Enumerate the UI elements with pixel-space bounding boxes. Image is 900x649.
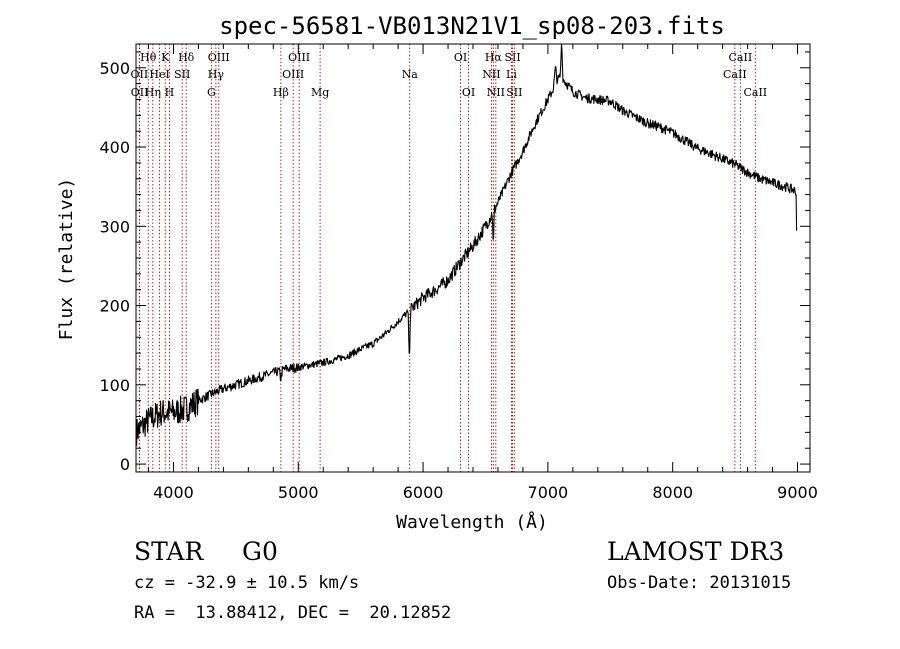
object-class: STAR bbox=[134, 537, 204, 566]
redshift-readout: cz = -32.9 ± 10.5 km/s bbox=[134, 573, 360, 593]
marker-label-13: OIII bbox=[282, 68, 304, 81]
spectrum-line bbox=[136, 43, 798, 447]
x-tick-labels: 4000 5000 6000 7000 8000 9000 bbox=[153, 483, 818, 502]
marker-label-3: HeI bbox=[149, 68, 169, 81]
marker-label-9: OIII bbox=[208, 51, 230, 64]
marker-label-16: Na bbox=[402, 68, 419, 81]
y-axis-label: Flux (relative) bbox=[56, 178, 77, 341]
object-subclass: G0 bbox=[242, 537, 278, 566]
marker-label-11: G bbox=[207, 86, 216, 99]
x-tick-label-6000: 6000 bbox=[403, 483, 444, 502]
marker-label-26: CaII bbox=[723, 68, 747, 81]
marker-label-27: CaII bbox=[743, 86, 767, 99]
x-tick-label-8000: 8000 bbox=[652, 483, 693, 502]
y-tick-label-300: 300 bbox=[99, 217, 130, 236]
marker-label-22: Li bbox=[506, 68, 517, 81]
x-tick-label-5000: 5000 bbox=[278, 483, 319, 502]
marker-label-1: OII bbox=[131, 68, 149, 81]
y-tick-label-0: 0 bbox=[120, 455, 130, 474]
marker-label-14: Hβ bbox=[273, 86, 289, 99]
y-tick-label-400: 400 bbox=[99, 138, 130, 157]
x-axis-label: Wavelength (Å) bbox=[396, 511, 548, 533]
chart-title: spec-56581-VB013N21V1_sp08-203.fits bbox=[219, 12, 725, 40]
marker-label-25: CaII bbox=[729, 51, 753, 64]
axis-ticks bbox=[136, 44, 810, 472]
marker-label-6: SII bbox=[174, 68, 190, 81]
marker-label-15: Mg bbox=[311, 86, 329, 99]
marker-label-21: NII bbox=[482, 68, 500, 81]
marker-label-0: Hθ bbox=[140, 51, 157, 64]
y-tick-label-100: 100 bbox=[99, 376, 130, 395]
coordinates: RA = 13.88412, DEC = 20.12852 bbox=[134, 603, 452, 623]
marker-label-10: Hγ bbox=[208, 68, 225, 81]
marker-label-4: Hη bbox=[145, 86, 161, 99]
x-tick-label-9000: 9000 bbox=[777, 483, 818, 502]
y-tick-label-500: 500 bbox=[99, 59, 130, 78]
marker-label-5: K bbox=[161, 51, 170, 64]
obs-date: Obs-Date: 20131015 bbox=[607, 573, 792, 593]
marker-label-7: H bbox=[165, 86, 175, 99]
marker-label-8: Hδ bbox=[178, 51, 195, 64]
x-tick-label-4000: 4000 bbox=[153, 483, 194, 502]
marker-label-23: NII bbox=[487, 86, 505, 99]
marker-label-24: SII bbox=[506, 86, 522, 99]
marker-label-12: OIII bbox=[288, 51, 310, 64]
marker-label-17: OI bbox=[454, 51, 467, 64]
y-tick-labels: 0 100 200 300 400 500 bbox=[99, 59, 130, 474]
survey-name: LAMOST DR3 bbox=[607, 537, 785, 566]
marker-label-2: OII bbox=[131, 86, 149, 99]
marker-label-20: SII bbox=[504, 51, 520, 64]
marker-label-19: Hα bbox=[485, 51, 503, 64]
y-tick-label-200: 200 bbox=[99, 297, 130, 316]
x-tick-label-7000: 7000 bbox=[528, 483, 569, 502]
marker-label-18: OI bbox=[462, 86, 475, 99]
plot-frame bbox=[135, 43, 811, 473]
